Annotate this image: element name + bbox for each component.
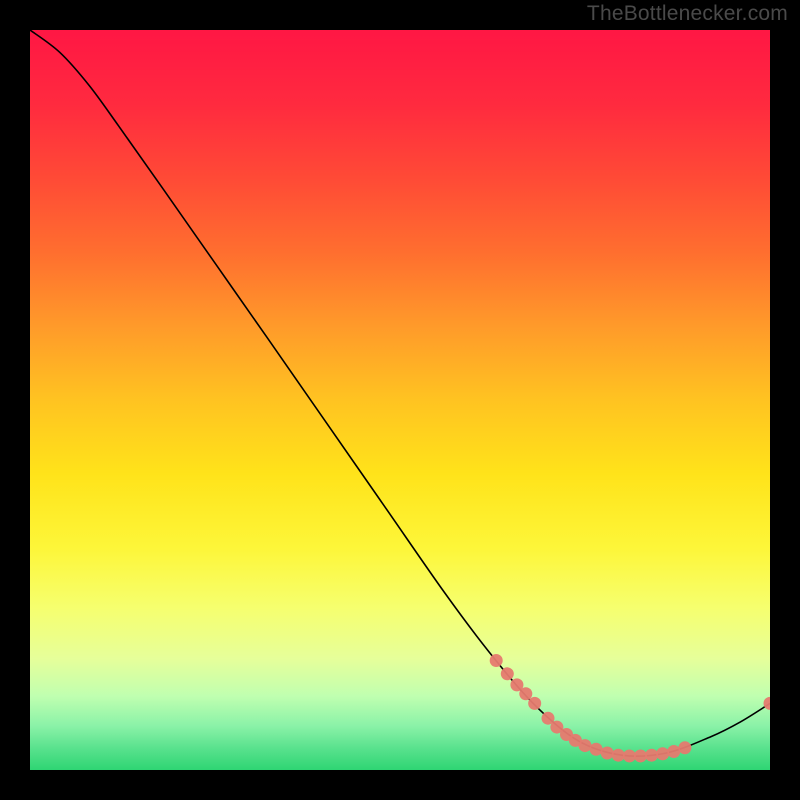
data-point (667, 745, 680, 758)
data-point (634, 749, 647, 762)
data-point (601, 746, 614, 759)
data-point (519, 687, 532, 700)
data-point (645, 749, 658, 762)
data-point (590, 743, 603, 756)
bottleneck-chart (30, 30, 770, 770)
data-point (678, 741, 691, 754)
data-point (501, 667, 514, 680)
data-point (612, 749, 625, 762)
data-point (656, 747, 669, 760)
watermark-text: TheBottlenecker.com (587, 2, 788, 26)
data-point (623, 749, 636, 762)
data-point (579, 739, 592, 752)
data-point (490, 654, 503, 667)
chart-background (30, 30, 770, 770)
data-point (528, 697, 541, 710)
